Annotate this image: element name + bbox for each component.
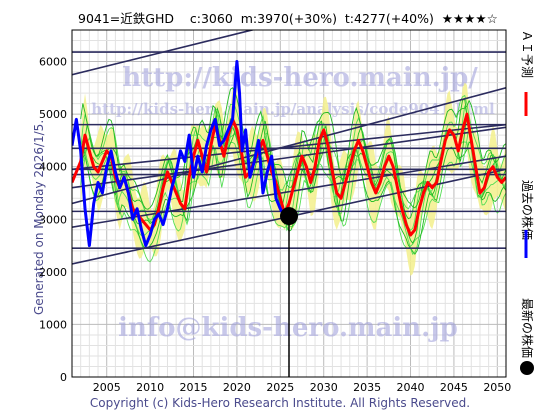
x-tick-label: 2045 <box>440 381 468 394</box>
x-tick-label: 2025 <box>266 381 294 394</box>
forecast-envelope-line <box>80 141 506 263</box>
copyright-label: Copyright (c) Kids-Hero Research Institu… <box>89 396 471 410</box>
trend-line <box>72 30 256 76</box>
y-tick-label: 0 <box>60 371 67 384</box>
watermark-url-large: http://kids-hero.main.jp/ <box>122 63 478 93</box>
trend-line <box>72 155 506 228</box>
latest-price-marker-group <box>280 207 298 377</box>
x-tick-label: 2020 <box>223 381 251 394</box>
y-tick-label: 6000 <box>39 56 67 69</box>
forecast-envelope-line <box>80 94 506 223</box>
y-tick-label: 3000 <box>39 213 67 226</box>
watermark-url-small: http://kids-hero.main.jp/analysis/code90… <box>91 100 495 118</box>
chart-title: 9041=近鉄GHD c:3060 m:3970(+30%) t:4277(+4… <box>78 11 498 26</box>
x-tick-label: 2035 <box>353 381 381 394</box>
legend-latest-price-swatch <box>520 361 534 375</box>
x-tick-label: 2050 <box>483 381 511 394</box>
legend-past-price-label: 過去の株価 <box>520 180 535 240</box>
latest-price-marker <box>280 207 298 226</box>
watermark-email: info@kids-hero.main.jp <box>118 313 458 343</box>
y-axis-ticks: 0 1000 2000 3000 4000 5000 6000 <box>39 56 67 384</box>
watermark-layer: http://kids-hero.main.jp/ http://kids-he… <box>91 63 495 343</box>
x-tick-label: 2040 <box>397 381 425 394</box>
trend-line <box>72 123 506 171</box>
x-tick-label: 2010 <box>136 381 164 394</box>
y-tick-label: 5000 <box>39 108 67 121</box>
y-tick-label: 1000 <box>39 318 67 331</box>
series-layer <box>72 60 506 248</box>
trend-line <box>72 126 506 189</box>
ai-forecast-line <box>72 112 506 237</box>
legend-latest-price-label: 最新の株価 <box>520 298 535 358</box>
trend-line <box>72 87 506 205</box>
y-tick-label: 2000 <box>39 266 67 279</box>
x-axis-ticks: 2005 2010 2015 2020 2025 2030 2035 2040 2045 2050 <box>93 381 512 394</box>
past-price-line <box>72 60 290 248</box>
x-tick-label: 2005 <box>93 381 121 394</box>
x-tick-label: 2030 <box>310 381 338 394</box>
x-tick-label: 2015 <box>180 381 208 394</box>
plot-frame <box>71 29 507 378</box>
legend-ai-forecast-label: ＡＩ予測 <box>520 30 534 78</box>
y-tick-label: 4000 <box>39 161 67 174</box>
